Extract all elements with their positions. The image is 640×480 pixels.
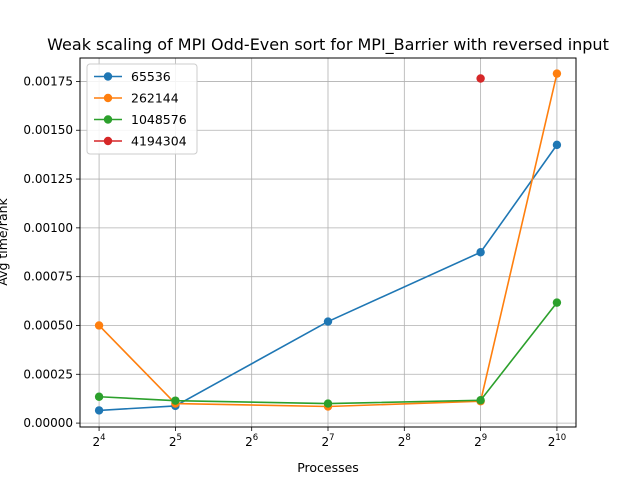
legend-item: 65536	[94, 69, 171, 84]
data-point	[552, 140, 562, 150]
legend-marker	[103, 136, 113, 146]
legend: 65536 262144 1048576 4194304	[86, 63, 198, 155]
legend-item: 4194304	[94, 134, 187, 149]
legend-marker	[103, 72, 113, 81]
legend-label: 262144	[131, 91, 179, 106]
series-2	[94, 298, 562, 408]
data-point	[552, 298, 562, 307]
data-point	[94, 321, 104, 330]
legend-label: 4194304	[131, 134, 187, 149]
data-point	[323, 399, 333, 408]
x-tick-exponent: 8	[405, 433, 410, 443]
data-point	[94, 406, 104, 415]
y-axis-label: Avg time/rank	[0, 197, 10, 285]
legend-marker	[103, 115, 113, 124]
x-tick-base: 2	[245, 435, 253, 449]
y-tick-label: 0.00000	[23, 416, 73, 430]
y-tick-label: 0.00150	[23, 123, 73, 137]
x-tick-exponent: 7	[329, 433, 334, 443]
y-tick-label: 0.00125	[23, 172, 73, 186]
x-tick-exponent: 6	[253, 433, 258, 443]
x-tick-label: 24	[93, 433, 106, 449]
chart-title: Weak scaling of MPI Odd-Even sort for MP…	[47, 35, 609, 55]
x-axis-label: Processes	[297, 460, 359, 475]
x-tick-base: 2	[93, 435, 101, 449]
x-tick-label: 27	[321, 433, 334, 449]
x-tick-exponent: 4	[100, 433, 105, 443]
x-tick-exponent: 5	[176, 433, 181, 443]
x-tick-label: 210	[548, 433, 566, 449]
x-tick-label: 28	[398, 433, 411, 449]
data-point	[94, 392, 104, 401]
y-tick-label: 0.00075	[23, 270, 73, 284]
legend-item: 1048576	[94, 112, 187, 127]
y-tick-label: 0.00100	[23, 221, 73, 235]
legend-label: 1048576	[131, 112, 187, 127]
legend-label: 65536	[131, 69, 171, 84]
y-tick-label: 0.00025	[23, 367, 73, 381]
data-point	[323, 317, 333, 326]
legend-box	[86, 63, 198, 155]
x-tick-base: 2	[321, 435, 329, 449]
x-tick-exponent: 9	[482, 433, 487, 443]
data-point	[476, 74, 485, 83]
legend-marker	[103, 93, 113, 103]
x-tick-base: 2	[548, 435, 556, 449]
x-tick-base: 2	[474, 435, 482, 449]
y-tick-label: 0.00050	[23, 318, 73, 332]
y-axis: 0.00000 0.00025 0.00050 0.00075 0.00100 0.001…	[23, 74, 80, 430]
data-point	[171, 396, 180, 405]
series-3	[476, 74, 485, 83]
series-layer	[94, 69, 562, 415]
x-tick-base: 2	[169, 435, 177, 449]
x-tick-label: 29	[474, 433, 487, 449]
legend-item: 262144	[94, 91, 179, 106]
x-tick-label: 25	[169, 433, 182, 449]
x-axis: 24 25 26 27 28 29 210	[93, 427, 566, 449]
x-tick-label: 26	[245, 433, 258, 449]
x-tick-base: 2	[398, 435, 406, 449]
y-tick-label: 0.00175	[23, 74, 73, 88]
data-point	[476, 396, 485, 405]
data-point	[552, 69, 562, 78]
data-point	[476, 248, 485, 257]
series-0	[94, 140, 562, 415]
x-tick-exponent: 10	[555, 433, 566, 443]
